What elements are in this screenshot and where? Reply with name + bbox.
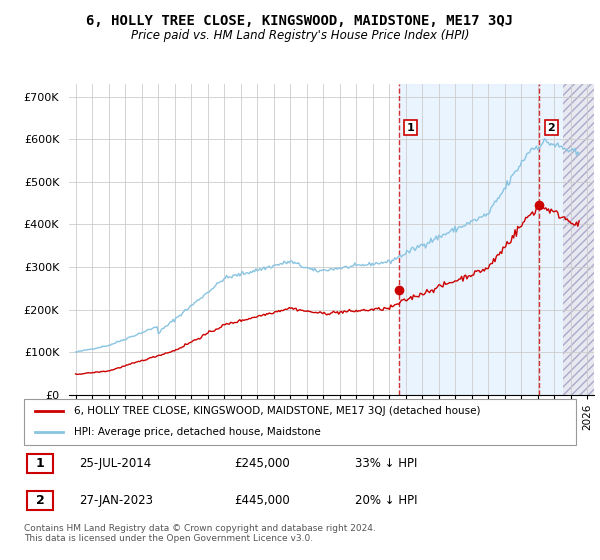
Bar (27, 454, 53, 473)
Text: 1: 1 (35, 457, 44, 470)
Bar (27, 491, 53, 510)
Text: 20% ↓ HPI: 20% ↓ HPI (355, 494, 418, 507)
Text: 2: 2 (547, 123, 555, 133)
Text: HPI: Average price, detached house, Maidstone: HPI: Average price, detached house, Maid… (74, 427, 320, 437)
Text: 2: 2 (35, 494, 44, 507)
Text: 6, HOLLY TREE CLOSE, KINGSWOOD, MAIDSTONE, ME17 3QJ (detached house): 6, HOLLY TREE CLOSE, KINGSWOOD, MAIDSTON… (74, 406, 480, 416)
Text: £245,000: £245,000 (234, 457, 290, 470)
Text: 6, HOLLY TREE CLOSE, KINGSWOOD, MAIDSTONE, ME17 3QJ: 6, HOLLY TREE CLOSE, KINGSWOOD, MAIDSTON… (86, 14, 514, 28)
Bar (563, 84, 594, 395)
Text: 1: 1 (407, 123, 415, 133)
Bar (398, 84, 563, 395)
Text: 33% ↓ HPI: 33% ↓ HPI (355, 457, 418, 470)
Text: 25-JUL-2014: 25-JUL-2014 (79, 457, 151, 470)
Text: Price paid vs. HM Land Registry's House Price Index (HPI): Price paid vs. HM Land Registry's House … (131, 29, 469, 42)
Text: £445,000: £445,000 (234, 494, 290, 507)
Text: Contains HM Land Registry data © Crown copyright and database right 2024.
This d: Contains HM Land Registry data © Crown c… (24, 524, 376, 543)
Text: 27-JAN-2023: 27-JAN-2023 (79, 494, 153, 507)
